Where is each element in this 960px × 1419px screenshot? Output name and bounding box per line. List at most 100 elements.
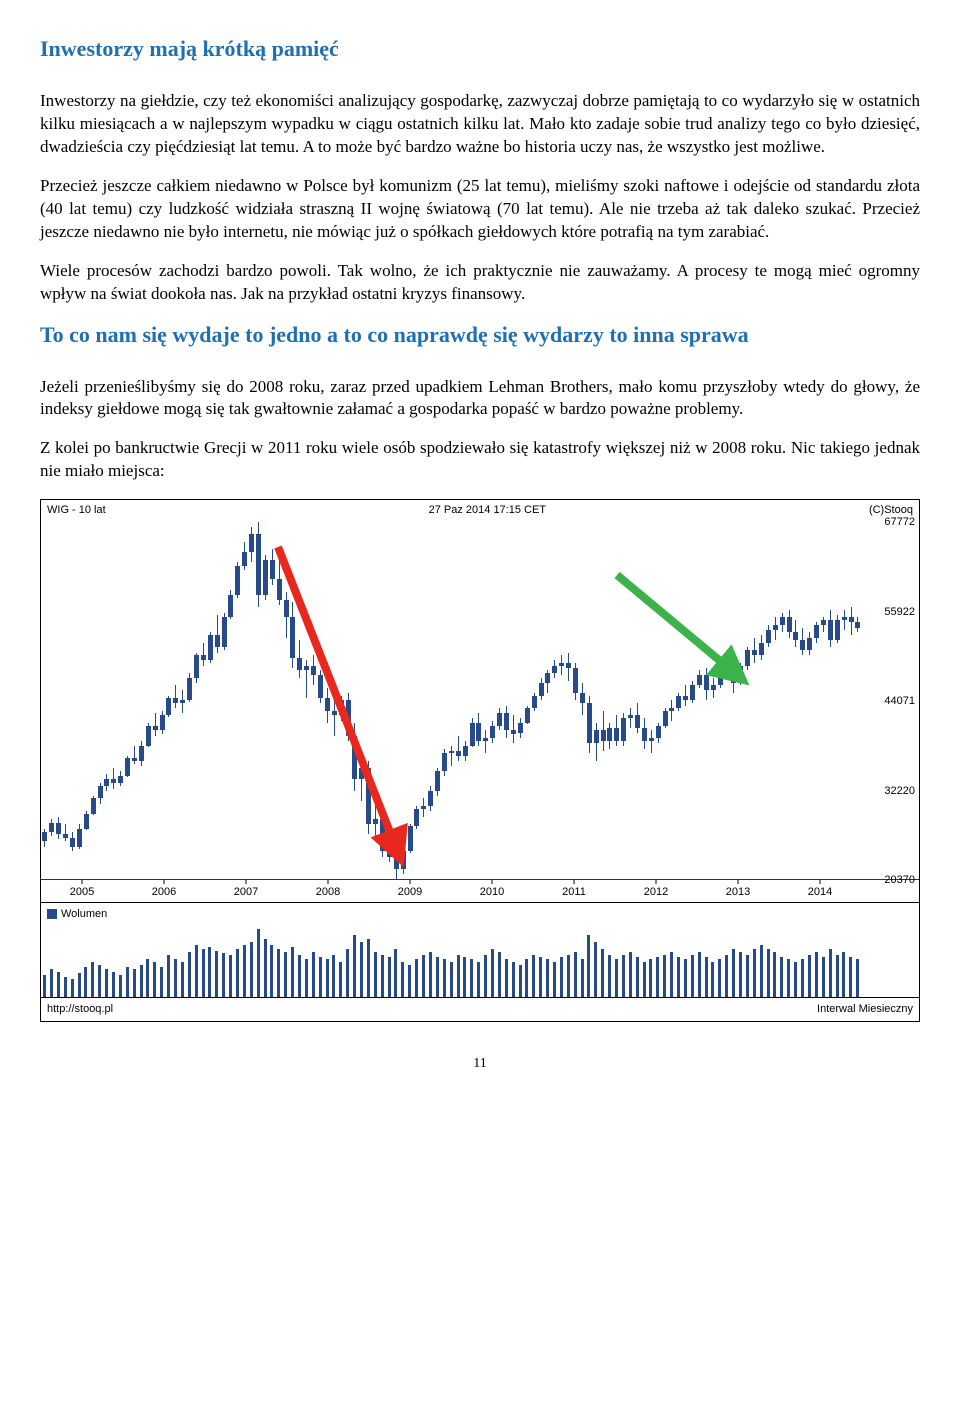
volume-bar <box>463 957 466 997</box>
volume-bar <box>388 957 391 997</box>
volume-bar <box>71 979 74 997</box>
volume-legend: Wolumen <box>41 902 919 925</box>
volume-bar <box>656 957 659 997</box>
volume-bar <box>842 952 845 997</box>
chart-header: WIG - 10 lat 27 Paz 2014 17:15 CET (C)St… <box>41 500 919 522</box>
heading-2: To co nam się wydaje to jedno a to co na… <box>40 322 920 348</box>
y-tick-label: 44071 <box>884 695 915 707</box>
volume-bar <box>332 955 335 997</box>
volume-bar <box>381 955 384 997</box>
volume-bar <box>188 952 191 997</box>
volume-bar <box>126 967 129 997</box>
heading-1: Inwestorzy mają krótką pamięć <box>40 36 920 62</box>
volume-bar <box>43 975 46 997</box>
volume-bar <box>353 935 356 997</box>
volume-bar <box>408 965 411 997</box>
volume-bar <box>360 942 363 997</box>
x-tick-label: 2011 <box>562 886 586 898</box>
volume-bar <box>346 949 349 997</box>
volume-bar <box>587 935 590 997</box>
x-tick-label: 2006 <box>152 886 176 898</box>
chart-title-left: WIG - 10 lat <box>47 504 106 516</box>
volume-bar <box>422 955 425 997</box>
volume-bar <box>208 947 211 997</box>
volume-bar <box>746 955 749 997</box>
volume-bar <box>732 949 735 997</box>
x-tick-label: 2014 <box>808 886 832 898</box>
paragraph-3: Wiele procesów zachodzi bardzo powoli. T… <box>40 260 920 306</box>
volume-swatch-icon <box>47 909 57 919</box>
volume-bar <box>622 955 625 997</box>
volume-bar <box>546 959 549 997</box>
volume-bar <box>525 959 528 997</box>
volume-bar <box>50 969 53 997</box>
volume-bar <box>574 952 577 997</box>
volume-bar <box>195 945 198 997</box>
volume-bar <box>133 969 136 997</box>
volume-bar <box>760 945 763 997</box>
volume-bar <box>470 959 473 997</box>
volume-bar <box>705 957 708 997</box>
volume-label: Wolumen <box>61 908 107 920</box>
volume-bar <box>629 952 632 997</box>
volume-bar <box>374 952 377 997</box>
x-tick-label: 2009 <box>398 886 422 898</box>
volume-bar <box>643 962 646 997</box>
x-tick-label: 2012 <box>644 886 668 898</box>
volume-bar <box>636 957 639 997</box>
chart-title-right: (C)Stooq <box>869 504 913 516</box>
y-tick-label: 20370 <box>884 874 915 886</box>
volume-bar <box>98 965 101 997</box>
volume-plot-area <box>41 925 919 998</box>
volume-bar <box>312 952 315 997</box>
volume-bar <box>450 962 453 997</box>
volume-bar <box>78 973 81 997</box>
volume-bar <box>140 965 143 997</box>
volume-bar <box>436 957 439 997</box>
volume-bar <box>264 939 267 997</box>
paragraph-1: Inwestorzy na giełdzie, czy też ekonomiś… <box>40 90 920 159</box>
volume-bar <box>250 942 253 997</box>
volume-bar <box>415 959 418 997</box>
volume-bar <box>822 957 825 997</box>
volume-bar <box>119 975 122 997</box>
volume-bar <box>801 959 804 997</box>
volume-bar <box>718 959 721 997</box>
volume-bar <box>91 962 94 997</box>
volume-bar <box>849 957 852 997</box>
volume-bar <box>532 955 535 997</box>
volume-bar <box>326 959 329 997</box>
volume-bar <box>677 957 680 997</box>
x-tick-label: 2007 <box>234 886 258 898</box>
volume-bar <box>498 952 501 997</box>
volume-bar <box>505 959 508 997</box>
volume-bar <box>84 967 87 997</box>
chart-footer-right: Interwal Miesieczny <box>817 1003 913 1015</box>
volume-bar <box>739 952 742 997</box>
volume-bar <box>787 959 790 997</box>
volume-bar <box>160 967 163 997</box>
volume-bar <box>767 949 770 997</box>
volume-bar <box>64 977 67 997</box>
volume-bar <box>112 972 115 997</box>
volume-bar <box>815 952 818 997</box>
y-tick-label: 55922 <box>884 606 915 618</box>
chart-footer: http://stooq.pl Interwal Miesieczny <box>41 998 919 1021</box>
volume-bar <box>291 947 294 997</box>
y-tick-label: 67772 <box>884 516 915 528</box>
volume-bar <box>581 959 584 997</box>
volume-bar <box>512 962 515 997</box>
chart-title-center: 27 Paz 2014 17:15 CET <box>429 504 546 516</box>
volume-bar <box>794 962 797 997</box>
chart-container: WIG - 10 lat 27 Paz 2014 17:15 CET (C)St… <box>40 499 920 1022</box>
volume-bar <box>670 952 673 997</box>
x-tick-label: 2005 <box>70 886 94 898</box>
volume-bar <box>780 957 783 997</box>
volume-bar <box>57 972 60 997</box>
volume-bar <box>284 952 287 997</box>
y-tick-label: 32220 <box>884 785 915 797</box>
volume-bar <box>305 959 308 997</box>
volume-bar <box>808 955 811 997</box>
volume-bar <box>167 955 170 997</box>
volume-bar <box>443 959 446 997</box>
